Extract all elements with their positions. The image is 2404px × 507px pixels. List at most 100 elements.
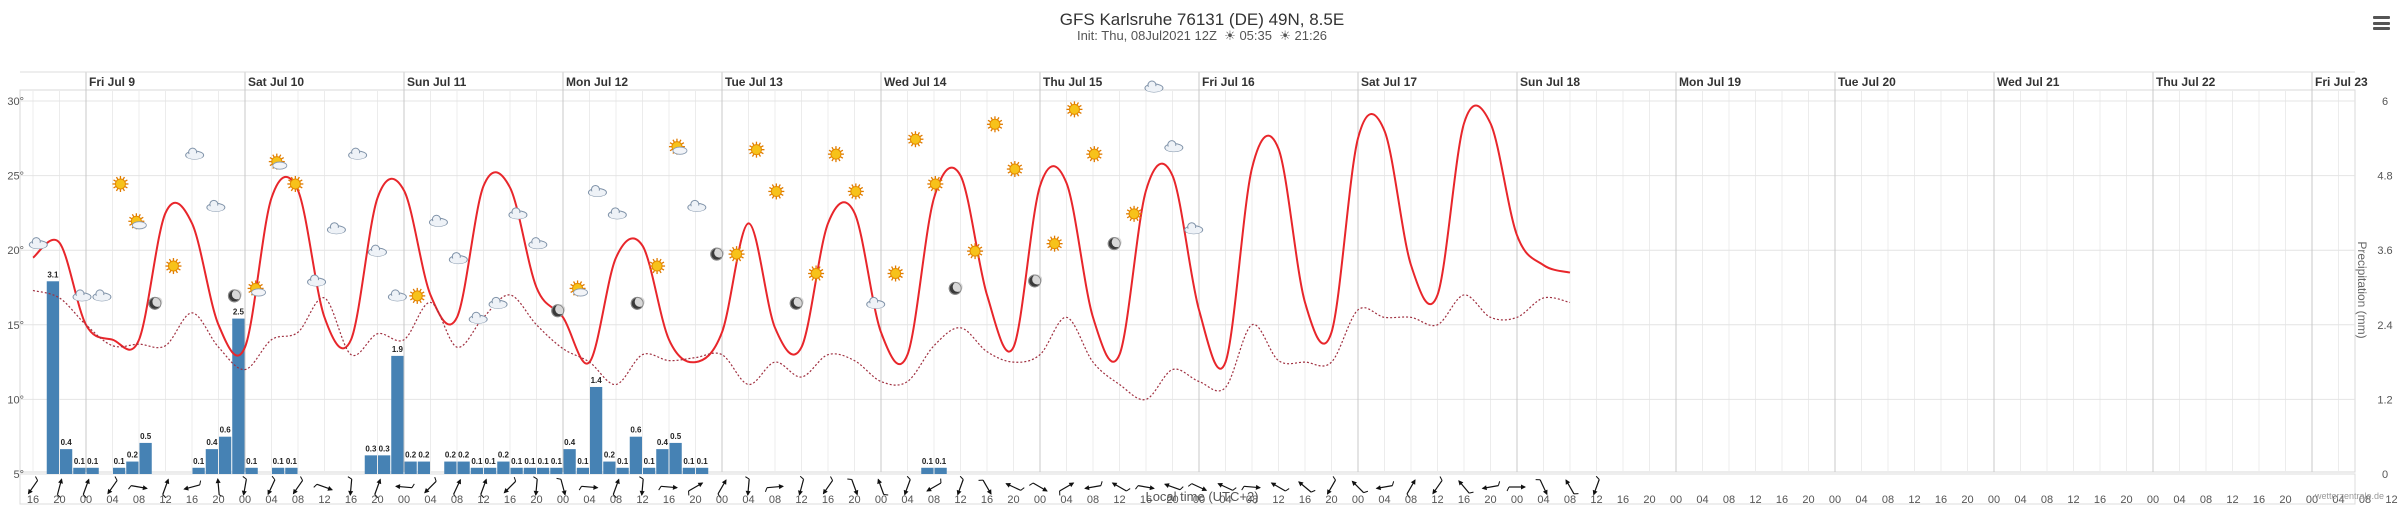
cloud-icon (387, 289, 407, 302)
precip-bar (364, 455, 377, 474)
precip-label: 0.1 (485, 457, 497, 466)
wind-barb (128, 485, 148, 491)
wind-barb (1241, 484, 1261, 491)
precip-label: 0.2 (604, 451, 616, 460)
precip-bar (576, 467, 589, 474)
moon-icon (1028, 274, 1043, 288)
hour-label: 12 (1749, 494, 1761, 506)
day-label: Wed Jul 21 (1997, 75, 2060, 89)
hour-label: 12 (1113, 494, 1125, 506)
chart-subtitle: Init: Thu, 08Jul2021 12Z ☀ 05:35 ☀ 21:26 (0, 28, 2404, 44)
precip-bar (550, 467, 563, 474)
precip-bar (510, 467, 523, 474)
hour-label: 08 (1882, 494, 1894, 506)
cloud-icon (607, 207, 627, 220)
hour-label: 08 (451, 494, 463, 506)
precip-bar (272, 467, 285, 474)
suncloud-icon (569, 280, 589, 297)
y-tick-left: 25° (7, 171, 24, 183)
precip-label: 0.1 (273, 457, 285, 466)
hour-label: 00 (2306, 494, 2318, 506)
sun-icon (728, 246, 745, 263)
wind-barb (578, 484, 599, 491)
precip-label: 0.1 (87, 457, 99, 466)
wind-barb (956, 475, 964, 496)
hour-label: 04 (2173, 494, 2185, 506)
sun-icon (967, 243, 984, 260)
hour-label: 08 (1723, 494, 1735, 506)
cloud-icon (488, 296, 508, 309)
cloud-icon (28, 237, 48, 250)
sunrise-time: 05:35 (1239, 28, 1272, 43)
wind-barb (1005, 483, 1025, 491)
hour-label: 12 (1908, 494, 1920, 506)
hour-label: 08 (2041, 494, 2053, 506)
day-label: Sun Jul 18 (1520, 75, 1580, 89)
hour-label: 04 (742, 494, 754, 506)
y-axes: 5° 10° 15° 20° 25° 30° 0 1.2 2.4 3.6 4.8 6 Precipita… (7, 96, 2392, 481)
hour-label: 00 (80, 494, 92, 506)
y-tick-right: 6 (2382, 96, 2388, 108)
hour-label: 20 (212, 494, 224, 506)
sun-icon (112, 175, 129, 192)
plot-frame (19, 89, 2356, 473)
wind-barb (292, 476, 304, 495)
precip-label: 0.1 (644, 457, 656, 466)
sun-icon (808, 265, 825, 282)
hour-label: 08 (610, 494, 622, 506)
day-label: Mon Jul 12 (566, 75, 628, 89)
precip-bar (669, 442, 682, 474)
hamburger-menu-icon[interactable] (2373, 16, 2390, 30)
wind-barb (395, 483, 415, 490)
y-tick-left: 15° (7, 320, 24, 332)
wind-barb (798, 475, 805, 496)
precip-label: 0.1 (524, 457, 536, 466)
precip-label: 0.1 (511, 457, 523, 466)
hour-label: 16 (2094, 494, 2106, 506)
day-label: Sat Jul 10 (248, 75, 304, 89)
precip-bar (245, 467, 258, 474)
hour-label: 04 (1378, 494, 1390, 506)
wind-barb (978, 479, 992, 495)
day-label: Tue Jul 20 (1838, 75, 1896, 89)
wind-barb (639, 476, 645, 496)
y-tick-right: 2.4 (2377, 320, 2392, 332)
precip-bar (285, 467, 298, 474)
precip-label: 0.1 (286, 457, 298, 466)
cloud-icon (185, 147, 205, 160)
sun-icon (986, 116, 1003, 133)
sun-icon (1006, 161, 1023, 178)
hour-label: 08 (1564, 494, 1576, 506)
hour-label: 00 (1511, 494, 1523, 506)
hour-label: 20 (1643, 494, 1655, 506)
precip-label: 0.1 (935, 457, 947, 466)
cloud-icon (368, 244, 387, 257)
hour-label: 12 (2385, 494, 2397, 506)
precip-label: 0.1 (246, 457, 258, 466)
day-label: Fri Jul 23 (2315, 75, 2368, 89)
precip-label: 0.1 (697, 457, 709, 466)
y-tick-right: 0 (2382, 469, 2388, 481)
precip-bar (219, 436, 232, 474)
cloud-icon (687, 199, 707, 212)
wind-barb (1187, 483, 1208, 491)
weather-icons (28, 80, 1204, 324)
wind-barb (1029, 482, 1048, 492)
precip-bar (417, 461, 430, 474)
day-label: Sun Jul 11 (407, 75, 467, 89)
hour-label: 04 (1696, 494, 1708, 506)
y-tick-right: 3.6 (2377, 245, 2392, 257)
wind-barb (1135, 485, 1155, 491)
wind-barb (1084, 481, 1103, 491)
hour-label: 08 (1246, 494, 1258, 506)
wind-barb (847, 478, 859, 496)
hour-label: 00 (1034, 494, 1046, 506)
hour-label: 00 (1193, 494, 1205, 506)
wind-barb (56, 478, 63, 499)
hour-label: 04 (2332, 494, 2344, 506)
sunset-icon: ☀ (1275, 28, 1295, 43)
precip-label: 0.2 (498, 451, 510, 460)
hour-label: 12 (1431, 494, 1443, 506)
wind-barb (453, 478, 461, 499)
y-tick-left: 5° (13, 469, 24, 481)
